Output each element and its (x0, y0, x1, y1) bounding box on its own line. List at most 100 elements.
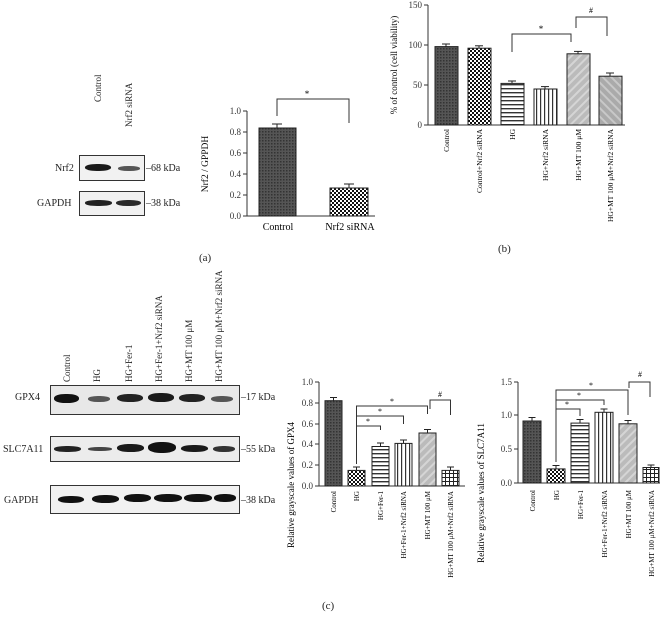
blot-strip-gapdh (50, 485, 240, 514)
y-tick: 50 (413, 80, 423, 90)
y-tick: 100 (409, 40, 423, 50)
y-tick: 0.2 (302, 460, 313, 470)
bar (371, 446, 390, 487)
bar (546, 468, 566, 484)
lane-label: HG+Fer-1+Nrf2 siRNA (154, 295, 164, 382)
bar (418, 432, 437, 487)
chart-c-slc7a11: 0.0 0.5 1.0 1.5 Relative grayscale value… (476, 370, 660, 577)
chart-c-gpx4: 0.0 0.2 0.4 0.6 0.8 1.0 Relative graysca… (286, 377, 465, 578)
y-axis-label: Relative grayscale values of SLC7A11 (476, 423, 486, 563)
blot-row-label: GAPDH (4, 495, 39, 506)
lane-label: Nrf2 siRNA (124, 82, 134, 127)
y-tick: 0.8 (302, 398, 314, 408)
y-tick: 1.0 (302, 377, 314, 387)
y-tick: 1.0 (230, 106, 242, 116)
x-tick: HG+MT 100 μM (574, 129, 583, 181)
y-tick: 0.2 (230, 190, 241, 200)
x-tick: Control (529, 490, 537, 511)
bar (566, 53, 591, 126)
kda-marker: –55 kDa (241, 444, 276, 455)
lane-label: HG (92, 369, 102, 382)
significance-star: * (305, 89, 310, 99)
blot-strip-slc7a11 (50, 436, 240, 462)
y-tick: 0.0 (501, 478, 513, 488)
bar (522, 420, 542, 484)
blot-strip-gpx4 (50, 385, 240, 415)
x-tick: Control (263, 222, 294, 233)
kda-marker: –38 kDa (241, 495, 276, 506)
bar (347, 469, 366, 487)
y-tick: 0.4 (230, 169, 242, 179)
bar (618, 423, 638, 484)
x-tick: Control+Nrf2 siRNA (475, 128, 484, 193)
significance-hash: # (438, 390, 442, 399)
significance-star: * (366, 417, 370, 426)
blot-row-label: SLC7A11 (3, 444, 44, 455)
x-tick: HG+Nrf2 siRNA (541, 128, 550, 181)
lane-label: Control (62, 354, 72, 382)
panel-label-c: (c) (322, 600, 335, 612)
lane-label: HG+MT 100 μM+Nrf2 siRNA (214, 270, 224, 382)
bar (598, 75, 623, 126)
x-tick: Control (442, 129, 451, 152)
bar (394, 442, 413, 487)
x-tick: HG+Fer-1+Nrf2 siRNA (400, 491, 408, 558)
blot-strip-gapdh (79, 191, 145, 216)
y-tick: 0 (418, 120, 423, 130)
bar (500, 82, 525, 126)
significance-star: * (577, 391, 581, 400)
bar (594, 411, 614, 484)
bar-nrf2-sirna (329, 187, 369, 217)
y-tick: 0.5 (501, 444, 513, 454)
blot-row-label: GPX4 (15, 392, 41, 403)
lane-label: Control (93, 74, 103, 102)
chart-a: 0.0 0.2 0.4 0.6 0.8 1.0 Nrf2 / GPPDH * C… (200, 89, 375, 233)
x-tick: HG+MT 100 μM (625, 489, 633, 538)
x-tick: Nrf2 siRNA (325, 222, 375, 233)
x-tick: HG+MT 100 μM+Nrf2 siRNA (606, 128, 615, 222)
bar (441, 469, 460, 487)
blot-row-label: GAPDH (37, 198, 72, 209)
y-tick: 0.8 (230, 127, 242, 137)
kda-marker: –17 kDa (241, 392, 276, 403)
bar (324, 400, 343, 487)
y-tick: 0.6 (230, 148, 242, 158)
y-tick: 0.6 (302, 419, 314, 429)
lane-label: HG+Fer-1 (124, 344, 134, 382)
bar (642, 467, 660, 484)
x-tick: HG (508, 128, 517, 139)
panel-label-b: (b) (498, 243, 511, 255)
y-tick: 0.0 (302, 481, 314, 491)
kda-marker: –68 kDa (146, 163, 181, 174)
significance-star: * (539, 24, 544, 34)
significance-star: * (565, 400, 569, 409)
chart-b: 0 50 100 150 % of control (cell viabilit… (389, 0, 625, 222)
y-axis-label: Relative grayscale values of GPX4 (286, 422, 296, 548)
x-tick: HG (353, 491, 361, 501)
x-tick: Control (330, 491, 338, 512)
y-tick: 0.0 (230, 211, 242, 221)
x-tick: HG+MT 100 μM (424, 490, 432, 539)
y-tick: 150 (409, 0, 423, 10)
y-tick: 1.5 (501, 377, 513, 387)
x-tick: HG+Fer-1 (577, 490, 585, 520)
bar (467, 47, 492, 126)
panel-label-a: (a) (199, 252, 212, 264)
blot-row-label: Nrf2 (55, 163, 74, 174)
x-tick: HG+MT 100 μM+Nrf2 siRNA (447, 491, 455, 578)
blot-strip-nrf2 (79, 155, 145, 181)
x-tick: HG+Fer-1 (377, 491, 385, 521)
y-axis-label: % of control (cell viability) (389, 16, 399, 114)
significance-hash: # (638, 370, 642, 379)
lane-label: HG+MT 100 μM (184, 319, 194, 382)
y-tick: 0.4 (302, 439, 314, 449)
y-tick: 1.0 (501, 410, 513, 420)
x-tick: HG+Fer-1+Nrf2 siRNA (601, 490, 609, 557)
significance-star: * (589, 381, 593, 390)
significance-hash: # (589, 6, 593, 15)
bar (533, 88, 558, 126)
x-tick: HG (553, 490, 561, 500)
significance-star: * (378, 407, 382, 416)
x-tick: HG+MT 100 μM+Nrf2 siRNA (648, 490, 656, 577)
kda-marker: –38 kDa (146, 198, 181, 209)
